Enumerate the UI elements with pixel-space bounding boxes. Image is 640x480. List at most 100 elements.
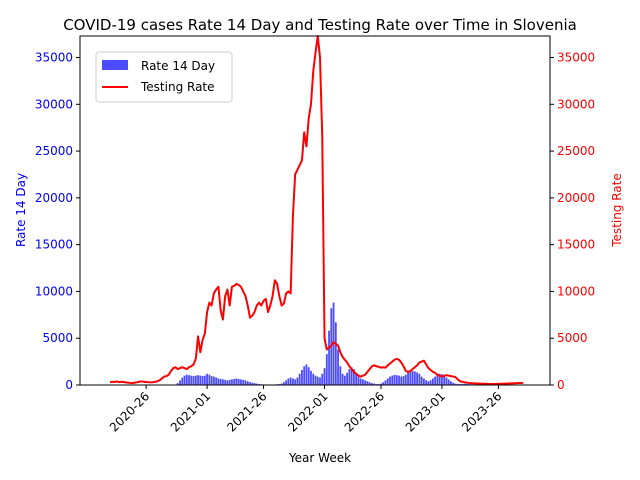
- bar: [411, 370, 414, 385]
- bar: [341, 373, 344, 385]
- bar: [222, 379, 224, 385]
- bar: [179, 380, 181, 385]
- bar: [434, 376, 437, 385]
- bar: [371, 383, 373, 385]
- bar: [183, 375, 186, 385]
- bar: [452, 382, 455, 385]
- bar: [436, 374, 439, 385]
- right-y-tick-label: 0: [557, 378, 565, 392]
- left-y-tick-label: 35000: [35, 51, 73, 65]
- bar: [447, 379, 450, 385]
- bar: [432, 378, 434, 385]
- bar: [294, 379, 297, 385]
- bar: [454, 383, 457, 385]
- bar: [346, 372, 348, 385]
- bar: [188, 375, 190, 385]
- bar: [246, 381, 249, 385]
- bar: [289, 377, 292, 385]
- bar: [280, 383, 283, 385]
- bar: [249, 382, 251, 385]
- chart-title: COVID-19 cases Rate 14 Day and Testing R…: [63, 16, 577, 34]
- legend-box: [95, 51, 233, 103]
- bar: [400, 376, 403, 385]
- bar: [321, 373, 324, 385]
- right-y-tick-label: 25000: [557, 144, 595, 158]
- left-y-tick-label: 0: [65, 378, 73, 392]
- bar: [386, 378, 389, 385]
- bar: [224, 379, 227, 385]
- bar: [355, 372, 358, 385]
- left-y-axis-label: Rate 14 Day: [14, 173, 28, 247]
- bar: [226, 380, 229, 385]
- legend-line-label: Testing Rate: [140, 80, 215, 94]
- x-axis-label: Year Week: [288, 451, 351, 465]
- bar: [235, 378, 238, 385]
- bar: [251, 382, 254, 385]
- bar: [233, 378, 236, 385]
- bar: [337, 349, 339, 385]
- bar: [181, 377, 184, 385]
- bar: [301, 370, 303, 385]
- bar: [463, 383, 466, 385]
- bar: [307, 367, 310, 385]
- bar: [380, 383, 382, 385]
- right-y-tick-label: 15000: [557, 238, 595, 252]
- bar: [292, 378, 294, 385]
- bar: [210, 376, 213, 385]
- bar: [357, 376, 360, 385]
- bar: [429, 380, 432, 385]
- bar: [343, 375, 346, 385]
- bar: [208, 374, 211, 385]
- bar: [418, 373, 421, 385]
- right-y-axis-label: Testing Rate: [610, 173, 624, 248]
- left-y-axis: 0 5000 10000 15000 20000 25000 30000 35000: [35, 51, 80, 392]
- bar: [350, 367, 353, 385]
- legend: Rate 14 Day Testing Rate: [95, 51, 233, 103]
- bar: [425, 380, 428, 385]
- bar: [420, 376, 423, 385]
- bar: [201, 376, 204, 385]
- bar: [413, 371, 416, 385]
- bar: [217, 378, 220, 385]
- bar: [305, 364, 308, 385]
- bar: [244, 380, 247, 385]
- bar: [359, 378, 362, 385]
- bar: [382, 382, 385, 385]
- bar: [384, 380, 387, 385]
- bar: [323, 368, 326, 385]
- bar: [316, 376, 319, 385]
- bar: [228, 379, 231, 385]
- bar: [348, 369, 351, 385]
- bar: [325, 354, 328, 385]
- bar: [445, 377, 448, 385]
- testing-rate-line: [109, 35, 524, 386]
- bar: [362, 379, 364, 385]
- left-y-tick-label: 30000: [35, 97, 73, 111]
- bar: [409, 371, 412, 385]
- bar: [190, 375, 193, 385]
- right-y-tick-label: 35000: [557, 51, 595, 65]
- bar: [194, 375, 197, 385]
- bar: [312, 373, 315, 385]
- left-y-tick-label: 10000: [35, 284, 73, 298]
- bar: [176, 383, 179, 385]
- bar: [203, 375, 206, 385]
- bar: [319, 377, 321, 385]
- bar: [402, 376, 405, 385]
- bar: [443, 375, 446, 385]
- bar: [314, 375, 317, 385]
- bar: [237, 378, 240, 385]
- bar: [407, 372, 409, 385]
- bar: [185, 374, 188, 385]
- bar: [212, 376, 215, 385]
- bar: [199, 375, 202, 385]
- bar: [231, 379, 233, 385]
- bar: [373, 383, 376, 385]
- bar: [285, 380, 288, 385]
- legend-bar-label: Rate 14 Day: [141, 59, 215, 73]
- bar: [282, 382, 285, 385]
- bar: [364, 380, 367, 385]
- left-y-tick-label: 5000: [42, 331, 73, 345]
- bar: [197, 375, 199, 385]
- bar: [461, 383, 464, 385]
